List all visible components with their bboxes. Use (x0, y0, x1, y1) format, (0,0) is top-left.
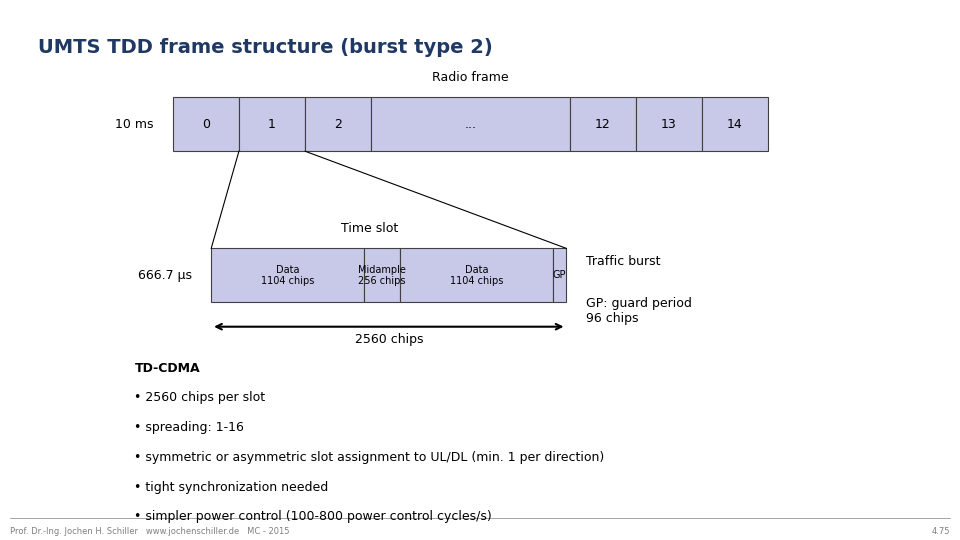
Text: 666.7 µs: 666.7 µs (138, 269, 192, 282)
Text: • tight synchronization needed: • tight synchronization needed (134, 481, 328, 494)
Text: Midample
256 chips: Midample 256 chips (358, 265, 406, 286)
Text: • 2560 chips per slot: • 2560 chips per slot (134, 392, 266, 404)
Text: 2: 2 (334, 118, 342, 131)
Text: Data
1104 chips: Data 1104 chips (261, 265, 315, 286)
FancyBboxPatch shape (569, 97, 636, 151)
Text: 10 ms: 10 ms (115, 118, 154, 131)
FancyBboxPatch shape (305, 97, 372, 151)
FancyBboxPatch shape (239, 97, 305, 151)
Text: GP: guard period
96 chips: GP: guard period 96 chips (586, 297, 691, 325)
FancyBboxPatch shape (173, 97, 239, 151)
Text: TD-CDMA: TD-CDMA (134, 362, 200, 375)
Text: 0: 0 (202, 118, 210, 131)
Text: 4.75: 4.75 (932, 526, 950, 536)
Text: GP: GP (553, 271, 566, 280)
Text: ...: ... (465, 118, 476, 131)
Text: 12: 12 (595, 118, 611, 131)
Text: 14: 14 (727, 118, 743, 131)
FancyBboxPatch shape (702, 97, 768, 151)
Text: Prof. Dr.-Ing. Jochen H. Schiller   www.jochenschiller.de   MC - 2015: Prof. Dr.-Ing. Jochen H. Schiller www.jo… (10, 526, 289, 536)
Text: Traffic burst: Traffic burst (586, 255, 660, 268)
Text: • simpler power control (100-800 power control cycles/s): • simpler power control (100-800 power c… (134, 510, 492, 523)
FancyBboxPatch shape (365, 248, 400, 302)
Text: 1: 1 (268, 118, 276, 131)
FancyBboxPatch shape (372, 97, 569, 151)
Text: 2560 chips: 2560 chips (354, 333, 423, 346)
Text: Radio frame: Radio frame (432, 71, 509, 84)
FancyBboxPatch shape (636, 97, 702, 151)
Text: Time slot: Time slot (341, 222, 398, 235)
Text: • spreading: 1-16: • spreading: 1-16 (134, 421, 244, 434)
Text: UMTS TDD frame structure (burst type 2): UMTS TDD frame structure (burst type 2) (38, 38, 493, 57)
Text: • symmetric or asymmetric slot assignment to UL/DL (min. 1 per direction): • symmetric or asymmetric slot assignmen… (134, 451, 605, 464)
FancyBboxPatch shape (400, 248, 553, 302)
Text: 13: 13 (660, 118, 677, 131)
FancyBboxPatch shape (553, 248, 566, 302)
Text: Data
1104 chips: Data 1104 chips (450, 265, 503, 286)
FancyBboxPatch shape (211, 248, 365, 302)
